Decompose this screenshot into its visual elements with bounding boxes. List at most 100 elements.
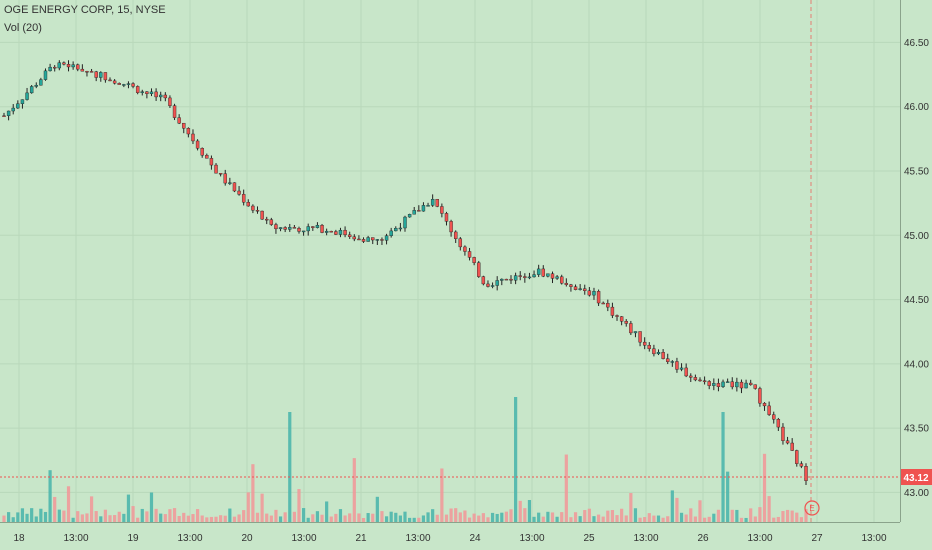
candle-body [292,227,297,229]
volume-bar [89,496,94,522]
candle-body [195,140,200,149]
candle-body [647,345,651,349]
candle-body [458,238,463,248]
time-tick-label: 13:00 [405,533,430,544]
volume-bar [592,516,596,522]
candle-body [76,64,80,70]
volume-bar [315,511,320,522]
candle-body [536,268,541,275]
candlestick-series [2,60,808,485]
candle-body [675,361,679,370]
volume-bar [384,516,389,522]
candle-body [712,383,716,386]
volume-bar [20,508,25,522]
candle-body [347,234,352,237]
candle-body [343,229,347,236]
volume-bar [518,500,522,522]
candle-body [265,218,269,221]
candle-body [550,273,555,279]
volume-bar [509,509,513,522]
volume-bar [232,516,237,522]
volume-bar [661,517,665,522]
volume-bar [675,497,679,522]
candle-body [463,246,467,252]
candle-body [730,381,734,388]
candle-body [255,210,260,212]
candle-body [481,276,486,285]
candle-body [781,426,785,441]
volume-bar [569,517,573,522]
volume-bar [168,509,172,522]
volume-bar [564,454,568,522]
candle-body [251,205,255,211]
candle-body [43,70,48,80]
volume-bar [53,496,57,522]
candle-body [716,383,721,387]
volume-bar [712,513,716,522]
volume-bar [467,517,472,522]
volume-bar [103,509,108,522]
candle-body [790,442,794,451]
candle-body [629,323,633,334]
candle-body [656,352,661,355]
candle-body [66,63,71,68]
volume-bar [348,513,352,522]
candle-body [689,375,693,378]
time-tick-label: 19 [127,533,139,544]
volume-bar [753,516,757,522]
volume-bar [306,517,310,522]
volume-bar [790,510,794,522]
volume-bar [458,512,462,522]
candle-body [338,229,343,235]
volume-bar [34,516,38,522]
volume-bar [716,509,721,522]
candle-body [131,83,135,87]
volume-bar [514,397,518,522]
candle-body [288,227,292,230]
candle-body [301,230,306,233]
candle-body [209,158,214,166]
candle-body [652,348,656,355]
volume-bar [163,514,167,522]
candle-body [177,117,181,124]
volume-bar [735,509,739,522]
candle-body [477,262,481,277]
candle-body [278,227,283,230]
volume-bar [587,508,591,522]
candle-body [306,226,310,232]
volume-bar [246,492,250,522]
volume-bar [380,511,384,522]
candle-body [560,276,564,284]
volume-bar [274,509,278,522]
volume-bar [145,511,149,522]
candle-body [94,71,98,78]
candle-body [412,210,416,215]
candle-body [532,274,536,278]
volume-bar [108,515,112,522]
candle-body [182,122,186,129]
volume-bar [596,514,601,522]
candle-body [20,99,25,104]
volume-bar [523,508,527,522]
volume-bar [7,512,11,522]
volume-bar [463,510,467,522]
candle-body [274,224,278,230]
volume-bar [186,515,190,522]
volume-bar [278,516,283,522]
volume-bar [537,512,541,522]
candle-body [596,291,601,304]
price-tick-label: 43.50 [904,424,929,435]
volume-bar [191,514,195,522]
candle-body [172,105,177,118]
volume-bar [66,486,71,522]
volume-bar [80,514,84,522]
candle-body [633,331,638,334]
volume-bar [643,517,647,522]
volume-bar [541,516,545,522]
candle-body [417,210,421,212]
candle-body [486,283,490,287]
price-tick-label: 43.00 [904,488,929,499]
volume-bar [638,517,642,522]
